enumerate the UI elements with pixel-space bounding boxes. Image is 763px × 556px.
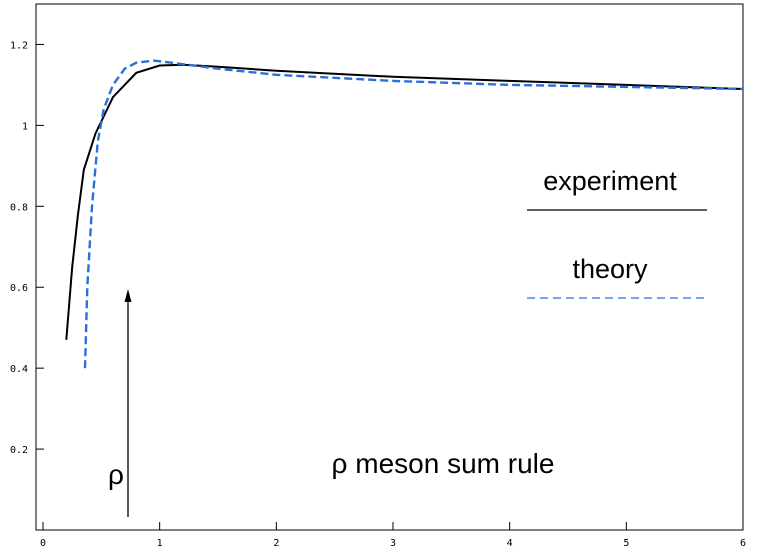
arrow-label: ρ — [108, 459, 124, 490]
y-tick-label: 0.2 — [10, 445, 28, 456]
x-tick-label: 4 — [507, 538, 513, 549]
y-tick-label: 0.8 — [10, 202, 28, 213]
plot-frame — [35, 3, 744, 531]
x-tick-label: 5 — [623, 538, 629, 549]
x-tick-label: 3 — [390, 538, 396, 549]
y-tick-label: 0.4 — [10, 364, 28, 375]
series-line — [65, 63, 744, 340]
y-tick-label: 1 — [22, 121, 28, 132]
x-tick-label: 2 — [273, 538, 279, 549]
x-tick-label: 6 — [740, 538, 746, 549]
series-line — [83, 59, 744, 369]
x-tick-label: 0 — [40, 538, 46, 549]
x-tick-label: 1 — [157, 538, 163, 549]
annotation: ρ meson sum rule — [332, 448, 555, 479]
legend-label: theory — [572, 254, 648, 284]
y-tick-label: 0.6 — [10, 283, 28, 294]
y-tick-label: 1.2 — [10, 40, 28, 51]
legend-label: experiment — [543, 166, 677, 196]
arrow-head — [124, 289, 132, 302]
